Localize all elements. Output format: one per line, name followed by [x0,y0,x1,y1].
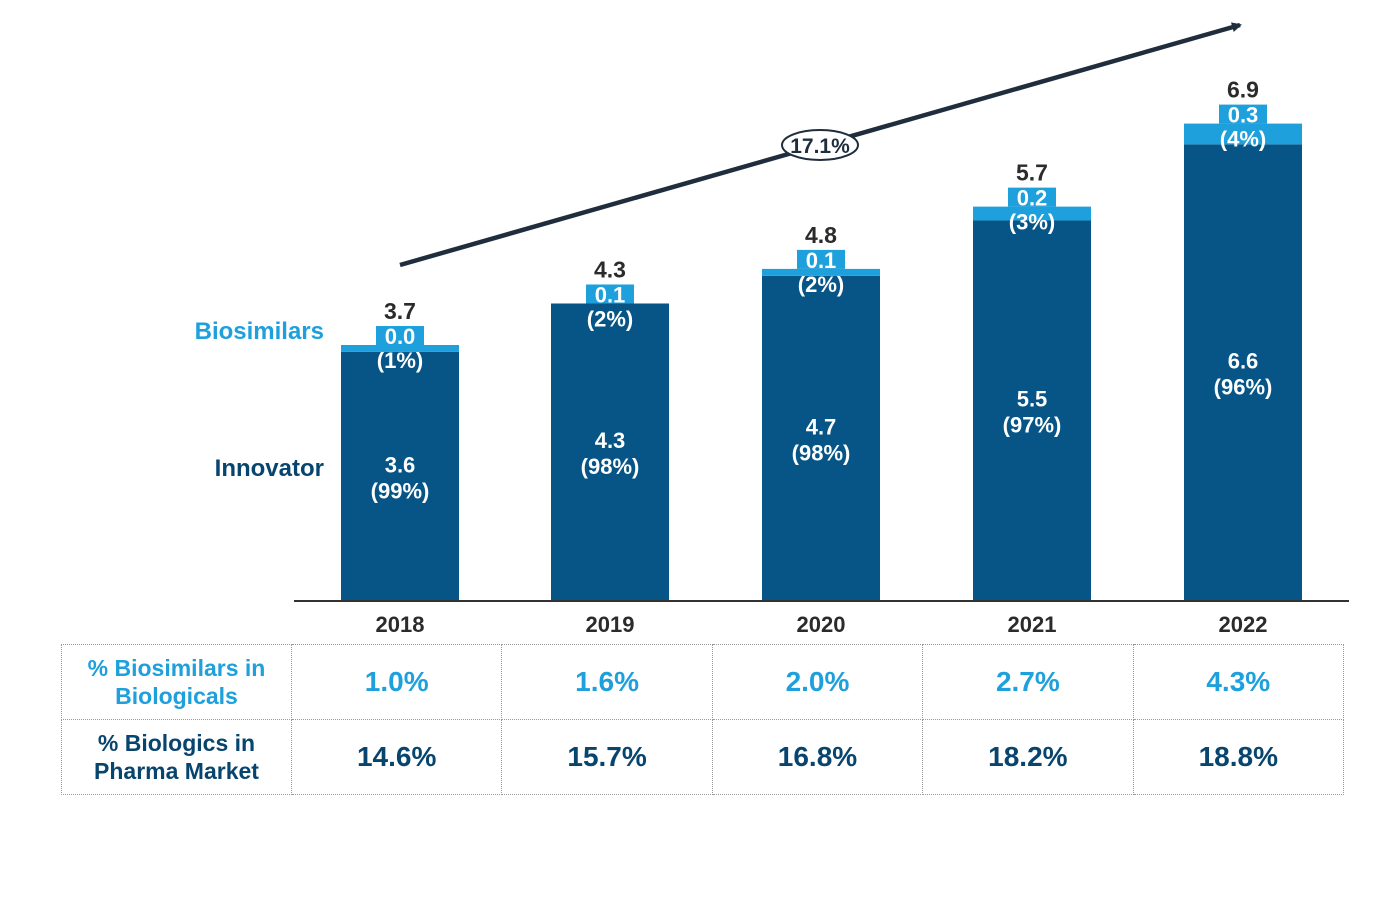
x-tick-label: 2018 [376,612,425,637]
total-value-label: 6.9 [1227,77,1259,103]
biosimilar-label-box [1219,104,1267,124]
cagr-label: 17.1% [790,135,850,158]
x-tick-label: 2021 [1008,612,1057,637]
bar-biosimilars [1184,123,1302,145]
table-cell: 18.2% [922,719,1134,795]
innovator-value-label: 4.7 [806,414,837,439]
bar-innovator [973,220,1091,601]
bar-biosimilars [341,345,459,352]
innovator-share-label: (96%) [1214,375,1273,400]
total-value-label: 4.3 [594,256,626,282]
bar-biosimilars [973,206,1091,221]
innovator-share-label: (99%) [371,478,430,503]
table-cell: 1.6% [501,644,713,720]
biosimilar-value-label: 0.1 [806,248,837,273]
table-cell: 16.8% [711,719,924,795]
cagr-ellipse [781,129,859,161]
legend-biosimilars: Biosimilars [195,318,324,345]
biosimilar-value-label: 0.3 [1228,103,1259,128]
x-tick-label: 2022 [1219,612,1268,637]
biosimilar-share-label: (2%) [587,306,633,331]
innovator-share-label: (97%) [1003,413,1062,438]
total-value-label: 4.8 [805,222,837,248]
innovator-share-label: (98%) [581,454,640,479]
biosimilar-value-label: 0.0 [385,324,416,349]
table-cell: 2.7% [922,644,1134,720]
total-value-label: 3.7 [384,298,416,324]
total-value-label: 5.7 [1016,160,1048,186]
stacked-bar-chart: 3.6(99%)0.0(1%)3.720184.3(98%)0.1(2%)4.3… [195,22,1349,637]
table-cell: 4.3% [1132,644,1345,720]
innovator-value-label: 6.6 [1228,349,1259,374]
row-label: % Biosimilars in Biologicals [61,644,292,720]
biosimilar-label-box [376,326,424,345]
table-cell: 1.0% [290,644,503,720]
table-row-biologics-share: % Biologics in Pharma Market 14.6% 15.7%… [61,719,1345,795]
row-label: % Biologics in Pharma Market [61,719,292,795]
innovator-value-label: 4.3 [595,428,626,453]
bar-innovator [1184,144,1302,601]
biosimilar-value-label: 0.1 [595,282,626,307]
biosimilar-label-box [586,284,634,304]
bar-innovator [551,303,669,601]
x-tick-label: 2019 [586,612,635,637]
innovator-value-label: 5.5 [1017,387,1048,412]
biosimilar-share-label: (2%) [798,272,844,297]
table-row-biosimilars-share: % Biosimilars in Biologicals 1.0% 1.6% 2… [61,644,1345,720]
bar-innovator [762,275,880,601]
biosimilar-label-box [797,249,845,269]
metrics-table: % Biosimilars in Biologicals 1.0% 1.6% 2… [61,644,1345,795]
biosimilar-share-label: (1%) [377,348,423,373]
innovator-value-label: 3.6 [385,452,416,477]
table-cell: 15.7% [501,719,713,795]
table-cell: 14.6% [290,719,503,795]
biosimilar-label-box [1008,187,1056,207]
bar-biosimilars [762,268,880,276]
table-cell: 2.0% [711,644,924,720]
biosimilar-share-label: (4%) [1220,127,1266,152]
bar-innovator [341,351,459,601]
table-cell: 18.8% [1132,719,1345,795]
x-tick-label: 2020 [797,612,846,637]
legend-innovator: Innovator [215,455,324,482]
innovator-share-label: (98%) [792,440,851,465]
biosimilar-share-label: (3%) [1009,210,1055,235]
biosimilar-value-label: 0.2 [1017,186,1048,211]
